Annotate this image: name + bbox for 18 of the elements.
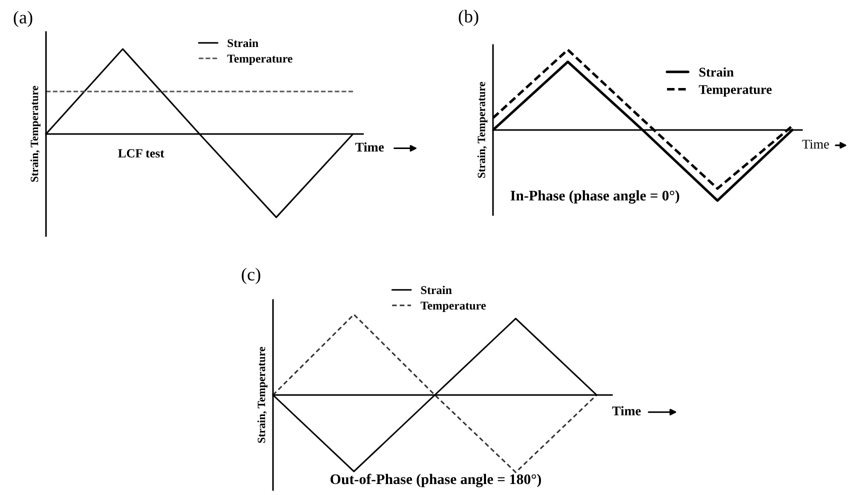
x-axis-title: Time: [802, 140, 829, 149]
chart-title: (b): [458, 10, 478, 26]
chart-title: (c): [242, 268, 260, 284]
annotation: In-Phase (phase angle = 0°): [510, 190, 680, 204]
text: Out-of-Phase (phase angle = 180°): [330, 474, 541, 488]
y-axis-title: Strain, Temperature: [257, 346, 268, 443]
legend-label: Temperature: [227, 54, 292, 66]
chart-title: (a): [14, 10, 32, 28]
legend-label: Strain: [228, 38, 258, 48]
y-axis-title: Strain, Temperature: [477, 82, 488, 178]
legend-label: Strain: [421, 286, 452, 294]
legend-label: Temperature: [698, 85, 772, 97]
legend-label: Temperature: [420, 302, 486, 312]
x-axis-title: Time: [612, 406, 641, 416]
y-axis-title: Strain, Temperature: [30, 86, 40, 182]
annotation: LCF test: [118, 149, 164, 158]
legend-label: Strain: [699, 67, 734, 77]
x-axis-title: Time: [355, 142, 384, 152]
